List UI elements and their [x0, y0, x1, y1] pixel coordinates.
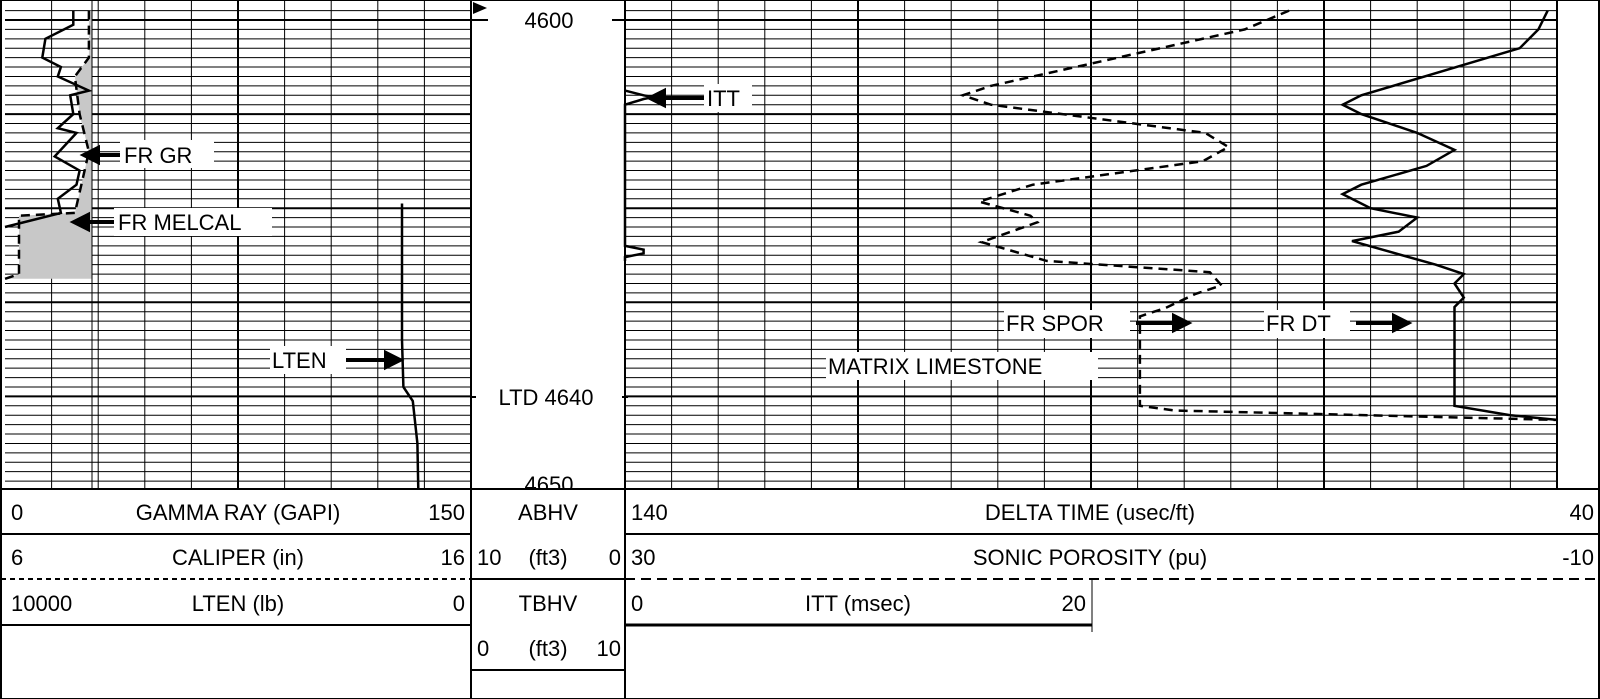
- tbhv-unit: (ft3): [528, 636, 567, 661]
- curve-fr-dt: [1339, 10, 1558, 422]
- depth-label-4640: LTD 4640: [499, 385, 594, 410]
- delta-time-max: 40: [1570, 500, 1594, 525]
- fr-spor-arrow-icon: [1136, 312, 1193, 334]
- itt-arrow-icon: [645, 87, 704, 109]
- curve-lten: [400, 203, 420, 491]
- depth-ticks: [471, 2, 628, 398]
- fr-gr-arrow-icon: [79, 144, 120, 166]
- itt-name: ITT (msec): [805, 591, 911, 616]
- curve-fr-melcal: [4, 10, 91, 280]
- track3-grid: [625, 0, 1557, 489]
- curve-annotations: FR GR FR MELCAL LTEN ITT FR SPOR FR DT M…: [69, 84, 1413, 380]
- depth-pointer-icon: [473, 2, 487, 14]
- curve-fr-spor: [958, 9, 1558, 422]
- delta-time-name: DELTA TIME (usec/ft): [985, 500, 1195, 525]
- sonic-porosity-max: -10: [1562, 545, 1594, 570]
- fr-melcal-label: FR MELCAL: [118, 210, 241, 235]
- abhv-min: 10: [477, 545, 501, 570]
- curves: [4, 0, 1558, 491]
- fr-melcal-arrow-icon: [69, 211, 114, 233]
- fr-spor-label: FR SPOR: [1006, 311, 1104, 336]
- matrix-label: MATRIX LIMESTONE: [828, 354, 1042, 379]
- itt-min: 0: [631, 591, 643, 616]
- lten-max: 0: [453, 591, 465, 616]
- tbhv-max: 10: [597, 636, 621, 661]
- itt-label: ITT: [707, 86, 740, 111]
- delta-time-min: 140: [631, 500, 668, 525]
- abhv-unit: (ft3): [528, 545, 567, 570]
- caliper-shading: [5, 10, 92, 279]
- lten-min: 10000: [11, 591, 72, 616]
- lten-arrow-icon: [346, 349, 405, 371]
- abhv-max: 0: [609, 545, 621, 570]
- curve-fr-gr: [4, 10, 93, 229]
- tbhv-name: TBHV: [519, 591, 578, 616]
- sonic-porosity-name: SONIC POROSITY (pu): [973, 545, 1207, 570]
- log-header: 0 GAMMA RAY (GAPI) 150 6 CALIPER (in) 16…: [1, 488, 1599, 699]
- sonic-porosity-min: 30: [631, 545, 655, 570]
- lten-name: LTEN (lb): [192, 591, 285, 616]
- abhv-name: ABHV: [518, 500, 578, 525]
- caliper-name: CALIPER (in): [172, 545, 304, 570]
- itt-max: 20: [1062, 591, 1086, 616]
- fr-dt-label: FR DT: [1266, 311, 1331, 336]
- fr-dt-arrow-icon: [1356, 312, 1413, 334]
- caliper-min: 6: [11, 545, 23, 570]
- curve-itt: [623, 89, 654, 261]
- gamma-ray-max: 150: [428, 500, 465, 525]
- depth-label-4600: 4600: [525, 8, 574, 33]
- gamma-ray-name: GAMMA RAY (GAPI): [136, 500, 341, 525]
- fr-gr-label: FR GR: [124, 143, 192, 168]
- caliper-max: 16: [441, 545, 465, 570]
- tbhv-min: 0: [477, 636, 489, 661]
- lten-label: LTEN: [272, 348, 327, 373]
- gamma-ray-min: 0: [11, 500, 23, 525]
